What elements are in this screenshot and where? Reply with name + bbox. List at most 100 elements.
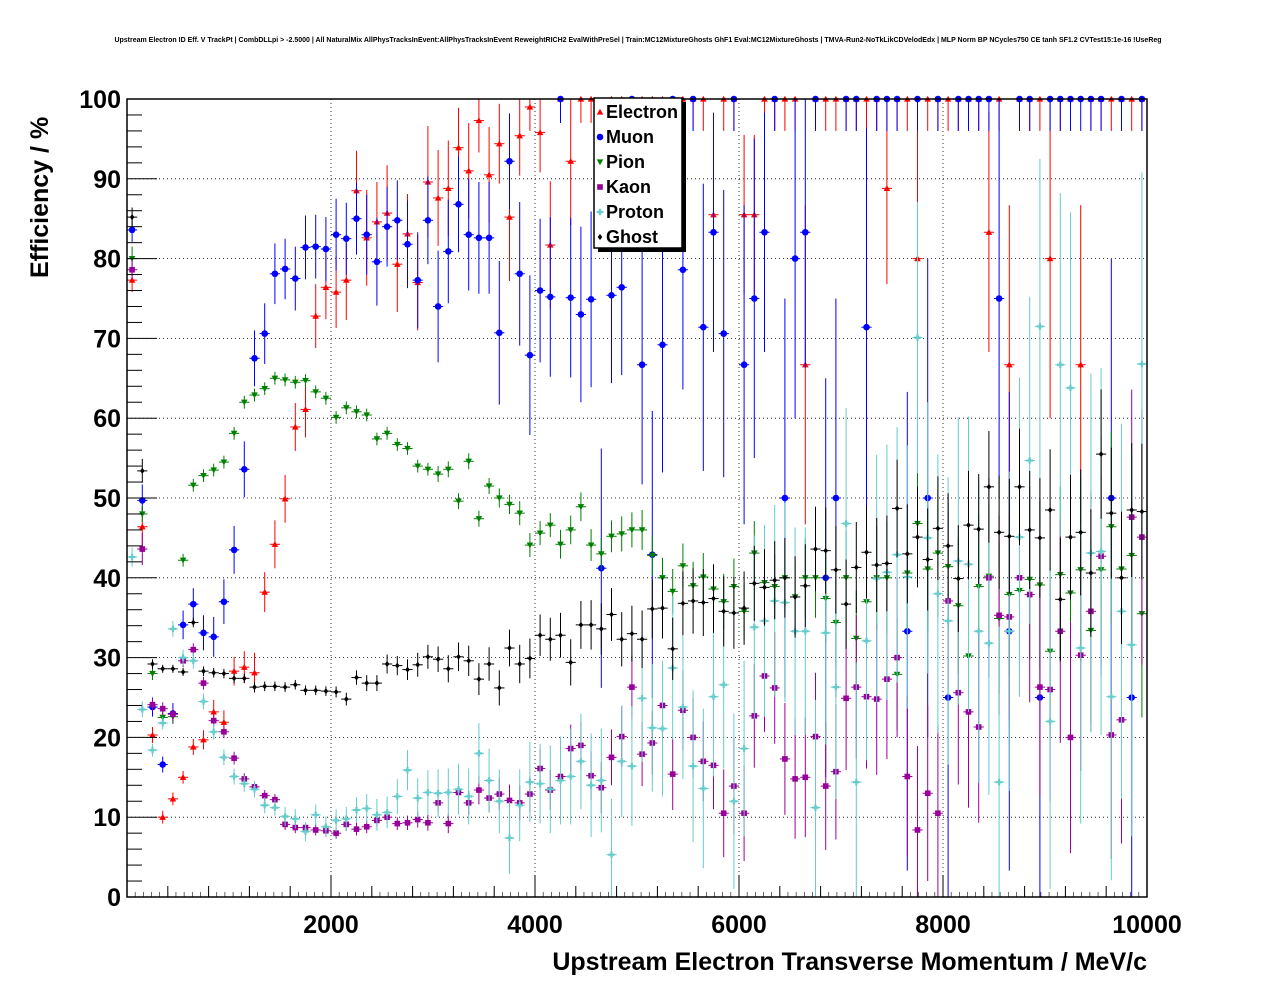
data-point-muon bbox=[749, 138, 760, 459]
legend-label: Electron bbox=[606, 102, 678, 122]
data-point-ghost bbox=[953, 525, 964, 633]
marker bbox=[680, 600, 686, 607]
marker bbox=[853, 564, 859, 571]
marker bbox=[241, 399, 248, 406]
data-point-ghost bbox=[504, 629, 515, 667]
marker bbox=[1017, 483, 1022, 490]
marker bbox=[690, 597, 696, 604]
data-point-pion bbox=[300, 374, 311, 388]
data-point-kaon bbox=[902, 696, 913, 857]
marker bbox=[894, 505, 900, 512]
marker bbox=[649, 552, 656, 559]
marker bbox=[231, 755, 237, 761]
marker bbox=[434, 194, 442, 201]
marker bbox=[904, 773, 911, 780]
data-point-muon bbox=[514, 201, 525, 346]
marker bbox=[169, 625, 177, 633]
marker bbox=[1057, 596, 1063, 603]
data-point-proton bbox=[1034, 158, 1045, 495]
x-tick-label: 4000 bbox=[507, 911, 563, 939]
data-point-ghost bbox=[932, 476, 943, 581]
marker bbox=[506, 213, 513, 220]
marker bbox=[333, 830, 339, 836]
marker bbox=[139, 546, 146, 552]
y-tick-label: 60 bbox=[93, 405, 121, 433]
marker bbox=[700, 785, 707, 792]
marker bbox=[843, 695, 849, 702]
legend-label: Kaon bbox=[606, 177, 651, 197]
marker bbox=[292, 815, 299, 823]
marker bbox=[507, 645, 512, 651]
data-point-proton bbox=[137, 701, 148, 718]
marker bbox=[679, 703, 687, 711]
marker bbox=[506, 501, 513, 508]
marker bbox=[394, 820, 401, 827]
marker bbox=[986, 483, 992, 490]
data-point-proton bbox=[351, 797, 362, 823]
marker bbox=[261, 330, 269, 337]
marker bbox=[404, 240, 411, 248]
data-point-ghost bbox=[892, 459, 903, 558]
marker bbox=[618, 284, 625, 291]
data-point-pion bbox=[626, 512, 637, 548]
data-point-muon bbox=[484, 181, 495, 294]
marker bbox=[1128, 641, 1135, 649]
marker bbox=[782, 574, 788, 581]
legend-label: Muon bbox=[606, 127, 654, 147]
y-tick-label: 70 bbox=[93, 325, 121, 353]
data-point-proton bbox=[280, 806, 291, 826]
x-axis-label: Upstream Electron Transverse Momentum / … bbox=[552, 948, 1147, 976]
marker bbox=[506, 157, 513, 165]
marker bbox=[761, 228, 768, 236]
marker bbox=[332, 414, 340, 421]
marker bbox=[476, 676, 482, 683]
marker bbox=[139, 706, 146, 713]
data-point-muon bbox=[535, 218, 546, 363]
marker bbox=[1057, 361, 1064, 369]
marker bbox=[414, 463, 421, 470]
marker bbox=[874, 562, 880, 569]
data-point-ghost bbox=[1126, 442, 1137, 578]
legend-label: Proton bbox=[606, 202, 664, 222]
data-point-muon bbox=[473, 181, 484, 294]
marker bbox=[159, 719, 166, 727]
marker bbox=[414, 276, 422, 284]
marker bbox=[975, 627, 982, 635]
data-point-electron bbox=[157, 810, 168, 824]
marker bbox=[220, 754, 228, 761]
marker bbox=[740, 361, 748, 369]
data-point-electron bbox=[473, 99, 484, 153]
marker bbox=[618, 758, 625, 765]
marker bbox=[822, 783, 829, 789]
marker bbox=[200, 473, 207, 479]
data-point-ghost bbox=[1024, 470, 1035, 589]
data-point-ghost bbox=[555, 612, 566, 658]
marker bbox=[455, 201, 462, 208]
marker bbox=[915, 534, 920, 541]
data-point-proton bbox=[535, 743, 546, 824]
marker bbox=[1037, 534, 1043, 541]
marker bbox=[843, 601, 849, 608]
data-point-muon bbox=[229, 525, 240, 574]
marker bbox=[1077, 361, 1084, 368]
marker bbox=[271, 375, 279, 382]
marker bbox=[445, 185, 452, 192]
legend-label: Pion bbox=[606, 152, 645, 172]
data-point-ghost bbox=[473, 663, 484, 696]
data-point-proton bbox=[1045, 553, 1056, 890]
data-point-ghost bbox=[922, 508, 933, 611]
data-point-pion bbox=[218, 455, 229, 469]
marker bbox=[353, 215, 360, 222]
marker bbox=[200, 736, 207, 743]
marker bbox=[312, 827, 319, 833]
marker bbox=[445, 248, 452, 255]
marker bbox=[466, 657, 472, 664]
marker bbox=[833, 566, 839, 573]
marker bbox=[251, 785, 258, 793]
data-point-muon bbox=[443, 199, 454, 304]
marker bbox=[456, 653, 461, 660]
marker bbox=[567, 294, 574, 302]
marker bbox=[190, 657, 197, 665]
marker bbox=[567, 157, 574, 164]
legend: Electron Muon Pion Kaon Proton Ghost bbox=[593, 97, 686, 252]
